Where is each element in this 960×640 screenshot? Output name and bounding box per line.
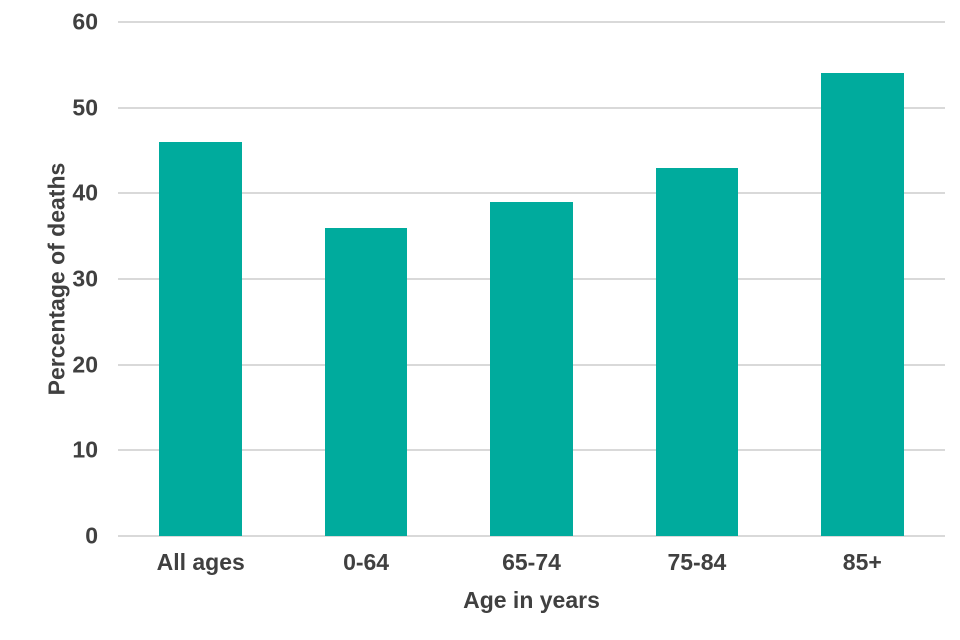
gridline — [118, 21, 945, 23]
y-axis-tick-labels: 0 10 20 30 40 50 60 — [0, 10, 98, 547]
x-axis-title: Age in years — [463, 587, 600, 613]
x-tick-label-0-64: 0-64 — [343, 549, 390, 575]
gridline — [118, 106, 945, 109]
x-tick-label-all-ages: All ages — [156, 549, 245, 575]
x-tick-label-85+: 85+ — [842, 549, 882, 575]
gridline — [118, 192, 945, 195]
y-tick-label-60: 60 — [72, 8, 98, 35]
x-axis-tick-labels: All ages 0-64 65-74 75-84 85+ — [118, 549, 945, 580]
y-tick-label-20: 20 — [72, 351, 98, 378]
bar-0-64 — [324, 227, 408, 536]
y-tick-label-30: 30 — [72, 265, 98, 292]
bar-all-ages — [159, 141, 243, 536]
y-tick-label-0: 0 — [85, 522, 98, 549]
bar-85+ — [820, 73, 904, 536]
y-tick-label-40: 40 — [72, 179, 98, 206]
bar-65-74 — [490, 201, 573, 536]
y-tick-label-10: 10 — [72, 436, 98, 463]
plot-area — [118, 21, 945, 537]
x-tick-label-75-84: 75-84 — [667, 549, 727, 575]
x-axis-line — [118, 535, 945, 537]
x-tick-label-65-74: 65-74 — [502, 549, 561, 575]
bar-75-84 — [655, 167, 739, 536]
y-tick-label-50: 50 — [72, 94, 98, 121]
